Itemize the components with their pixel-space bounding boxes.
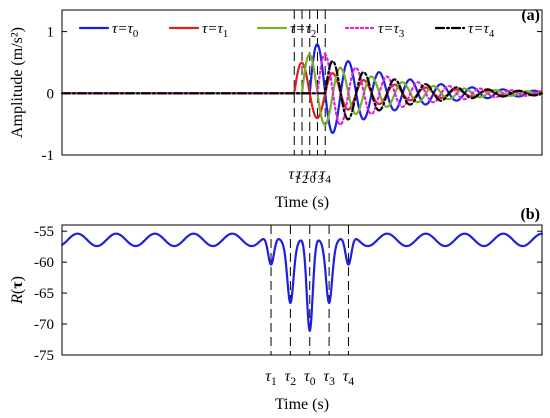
panel-b: -55-60-65-70-75 τ1 τ2 τ0 τ3 τ4 (b) Time (s) …: [9, 206, 544, 413]
panel-b-marker-label: τ0: [304, 368, 316, 388]
panel-a-legend-label: τ=τ2: [290, 21, 316, 40]
panel-a-legend-label: τ=τ4: [468, 21, 495, 40]
panel-a-legend-label: τ=τ0: [112, 21, 138, 40]
panel-a-marker-label: τ1: [289, 166, 301, 186]
panel-a-y-axis-label: Amplitude (m/s²): [9, 27, 26, 138]
panel-b-tag: (b): [520, 206, 540, 223]
panel-b-y-tick-label: -55: [34, 224, 54, 240]
panel-b-series-line: [60, 232, 544, 332]
panel-a-marker-label: τ2: [296, 166, 308, 186]
panel-b-y-tick-label: -75: [34, 348, 54, 364]
panel-b-y-tick-label: -70: [34, 317, 54, 333]
panel-a-tag: (a): [521, 7, 540, 24]
panel-b-series: [60, 232, 544, 332]
panel-a-y-tick-label: 1: [47, 25, 55, 41]
panel-b-marker-labels: τ1 τ2 τ0 τ3 τ4: [265, 368, 354, 388]
panel-b-plot-area: [61, 224, 543, 356]
panel-a-y-tick-label: -1: [42, 148, 55, 164]
panel-b-marker-label: τ4: [343, 368, 355, 388]
panel-a-x-axis-label: Time (s): [275, 194, 329, 211]
panel-b-y-tick-label: -65: [34, 286, 54, 302]
panel-b-marker-label: τ2: [285, 368, 297, 388]
panel-a-marker-label: τ4: [319, 166, 331, 186]
panel-a-series: [60, 43, 544, 135]
panel-b-y-tick-label: -60: [34, 255, 54, 271]
panel-a-series-line: [60, 59, 544, 121]
panel-a-legend-label: τ=τ1: [202, 21, 228, 40]
panel-a-y-tick-label: 0: [47, 86, 55, 102]
panel-b-y-axis-symbol: R: [9, 294, 26, 305]
panel-a-legend: τ=τ0 τ=τ1 τ=τ2 τ=τ3 τ=τ4: [78, 21, 495, 40]
panel-b-y-axis-arg: τ: [9, 281, 26, 289]
panel-b-y-ticks: -55 -60 -65 -70 -75: [34, 224, 542, 364]
panel-a-marker-label: τ3: [312, 166, 324, 186]
panel-b-marker-label: τ3: [323, 368, 335, 388]
panel-a-marker-label: τ0: [304, 166, 316, 186]
panel-b-x-axis-label: Time (s): [275, 396, 329, 413]
panel-b-y-axis-label: R(τ): [9, 276, 26, 305]
panel-a-legend-label: τ=τ3: [378, 21, 404, 40]
panel-b-marker-lines: [270, 225, 349, 355]
panel-b-marker-label: τ1: [265, 368, 277, 388]
